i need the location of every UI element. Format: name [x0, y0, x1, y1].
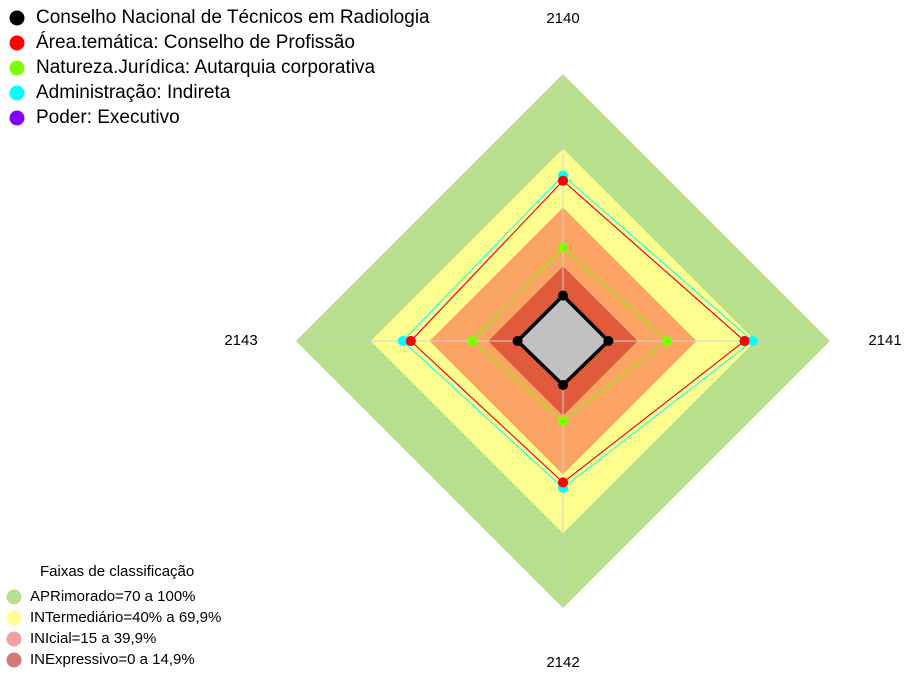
band-legend-label: INExpressivo=0 a 14,9%: [30, 651, 195, 668]
legend-label: Poder: Executivo: [36, 107, 180, 128]
series-point: [662, 336, 673, 346]
band-legend-marker: [6, 589, 22, 605]
band-legend-label: INTermediário=40% a 69,9%: [30, 609, 221, 626]
axis-label: 2140: [546, 10, 579, 27]
series-point: [558, 290, 568, 301]
legend-marker: [9, 10, 25, 26]
legend-label: Administração: Indireta: [36, 82, 231, 103]
series-point: [747, 336, 758, 346]
series-point: [467, 336, 478, 346]
band-legend-marker: [6, 610, 22, 626]
series-point: [558, 242, 568, 253]
series-point: [558, 380, 568, 391]
axis-label: 2142: [546, 654, 579, 671]
band-legend-label: INIcial=15 a 39,9%: [30, 630, 156, 647]
band-legend-title: Faixas de classificação: [40, 563, 194, 580]
series-point: [558, 175, 568, 186]
band-legend-marker: [6, 631, 22, 647]
band-legend-marker: [6, 652, 22, 668]
legend-label: Conselho Nacional de Técnicos em Radiolo…: [36, 7, 430, 28]
legend-marker: [9, 85, 25, 101]
series-point: [603, 336, 614, 346]
series-point: [739, 336, 750, 346]
series-point: [558, 477, 568, 488]
series-point: [405, 336, 416, 346]
axis-label: 2141: [868, 332, 901, 349]
legend-label: Natureza.Jurídica: Autarquia corporativa: [36, 57, 375, 78]
axis-label: 2143: [224, 332, 257, 349]
series-point: [512, 336, 523, 346]
series-point: [558, 416, 568, 427]
legend-marker: [9, 110, 25, 126]
legend-marker: [9, 35, 25, 51]
band-legend-label: APRimorado=70 a 100%: [30, 588, 196, 605]
legend-label: Área.temática: Conselho de Profissão: [36, 32, 355, 53]
series-point: [397, 336, 408, 346]
legend-marker: [9, 60, 25, 76]
